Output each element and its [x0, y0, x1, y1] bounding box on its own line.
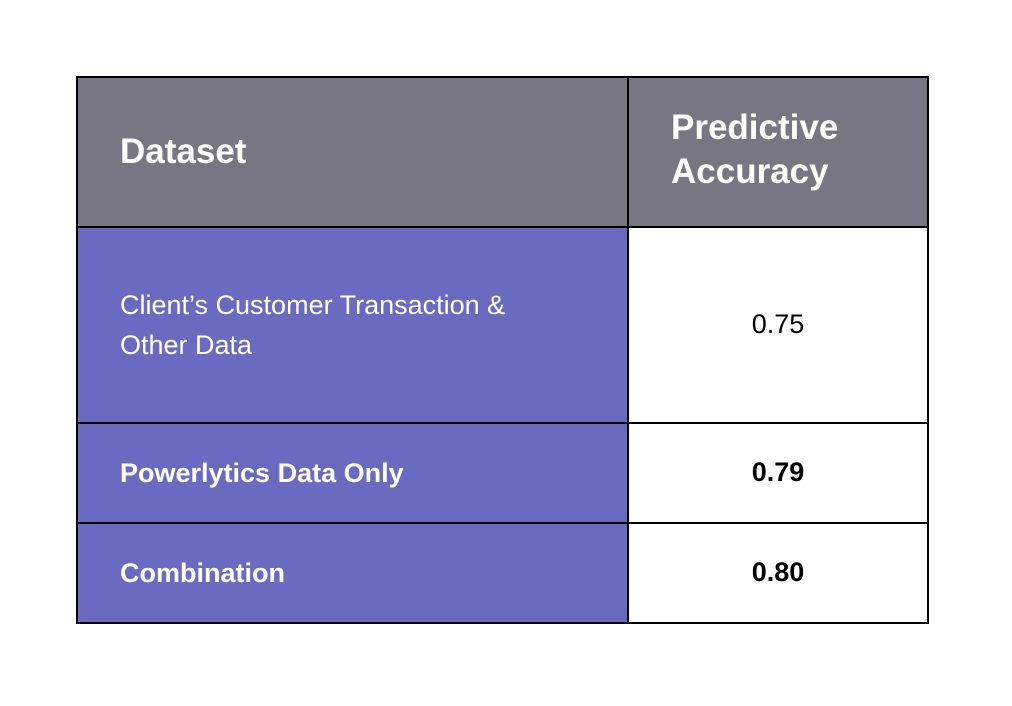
header-cell: Dataset: [76, 76, 629, 228]
row: Powerlytics Data Only 0.79: [76, 421, 929, 524]
dataset-cell: Combination: [76, 521, 629, 625]
dataset-cell: Powerlytics Data Only: [76, 421, 629, 524]
dataset-cell: Client’s Customer Transaction & Other Da…: [76, 226, 629, 424]
dataset-label: Powerlytics Data Only: [120, 457, 404, 488]
header-row: Dataset Predictive Accuracy: [76, 76, 929, 228]
accuracy-table: Dataset Predictive Accuracy Client’s Cus…: [76, 76, 929, 625]
accuracy-cell: 0.80: [627, 521, 929, 625]
accuracy-cell: 0.75: [627, 226, 929, 424]
accuracy-cell: 0.79: [627, 421, 929, 524]
dataset-label: Client’s Customer Transaction & Other Da…: [120, 289, 506, 360]
row: Combination 0.80: [76, 521, 929, 625]
dataset-label: Combination: [120, 557, 285, 588]
row: Client’s Customer Transaction & Other Da…: [76, 226, 929, 424]
header-cell: Predictive Accuracy: [627, 76, 929, 228]
